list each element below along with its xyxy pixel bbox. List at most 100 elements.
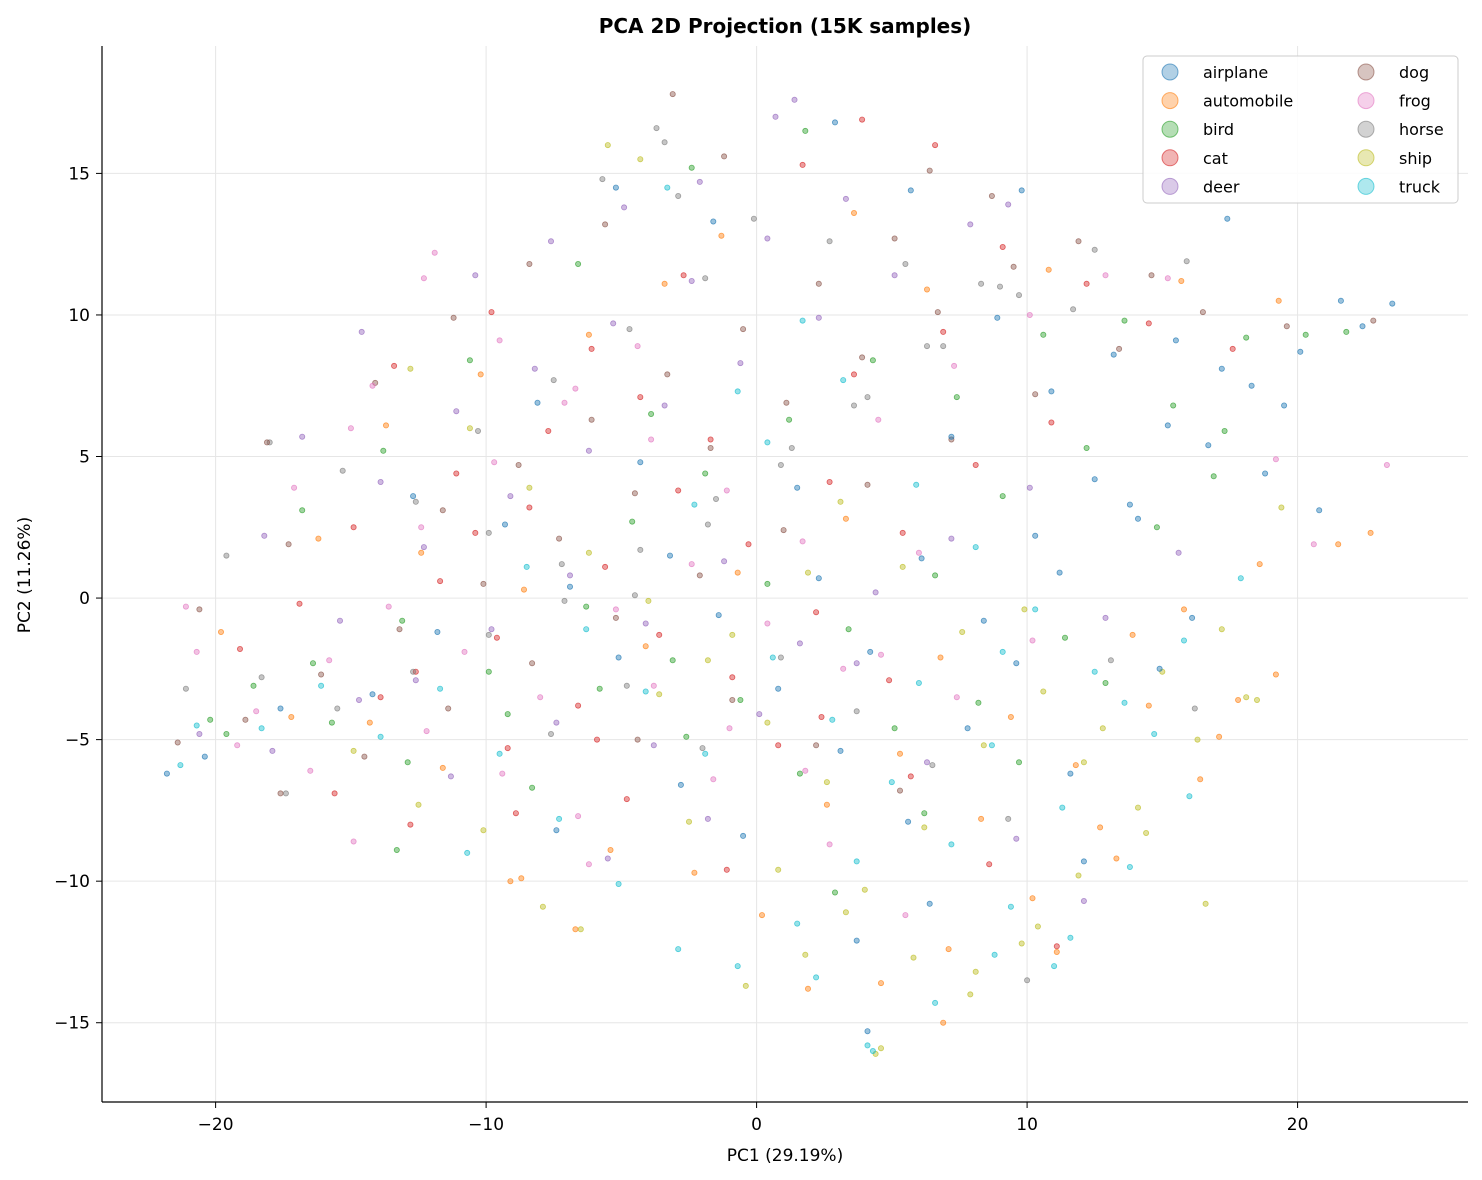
scatter-point-ship	[1278, 504, 1285, 511]
scatter-point-ship	[604, 142, 611, 149]
scatter-point-bird	[1153, 524, 1160, 531]
scatter-point-truck	[794, 920, 801, 927]
scatter-point-airplane	[637, 459, 644, 466]
scatter-point-dog	[263, 439, 270, 446]
scatter-point-horse	[410, 668, 417, 675]
scatter-point-airplane	[1337, 297, 1344, 304]
legend-marker-cat	[1161, 149, 1179, 167]
scatter-point-cat	[637, 394, 644, 401]
legend-marker-deer	[1161, 177, 1179, 195]
scatter-point-airplane	[677, 781, 684, 788]
scatter-point-ship	[1034, 923, 1041, 930]
scatter-point-airplane	[1135, 515, 1142, 522]
scatter-point-ship	[959, 629, 966, 636]
scatter-point-cat	[407, 821, 414, 828]
x-tick-label: 20	[1287, 1115, 1309, 1135]
scatter-point-truck	[258, 725, 265, 732]
scatter-point-cat	[437, 578, 444, 585]
scatter-point-bird	[1083, 444, 1090, 451]
legend-label-truck: truck	[1399, 177, 1441, 196]
legend-label-automobile: automobile	[1203, 92, 1293, 111]
scatter-point-deer	[842, 195, 849, 202]
scatter-point-ship	[415, 801, 422, 808]
scatter-point-automobile	[477, 371, 484, 378]
scatter-point-airplane	[1018, 187, 1025, 194]
scatter-point-airplane	[794, 484, 801, 491]
scatter-point-dog	[174, 739, 181, 746]
scatter-point-horse	[978, 280, 985, 287]
scatter-point-truck	[734, 963, 741, 970]
scatter-point-frog	[878, 651, 885, 658]
scatter-point-frog	[688, 561, 695, 568]
scatter-point-frog	[491, 459, 498, 466]
scatter-point-deer	[472, 272, 479, 279]
scatter-point-airplane	[1189, 614, 1196, 621]
scatter-point-deer	[704, 815, 711, 822]
scatter-point-frog	[875, 416, 882, 423]
scatter-point-horse	[902, 260, 909, 267]
scatter-point-dog	[669, 91, 676, 98]
scatter-point-automobile	[1113, 855, 1120, 862]
scatter-point-automobile	[217, 629, 224, 636]
scatter-point-deer	[355, 697, 362, 704]
scatter-point-horse	[474, 427, 481, 434]
x-tick-label: 0	[751, 1115, 762, 1135]
scatter-point-cat	[472, 529, 479, 536]
scatter-point-frog	[902, 912, 909, 919]
scatter-point-horse	[623, 682, 630, 689]
scatter-point-horse	[864, 394, 871, 401]
y-tick-label: 15	[68, 164, 90, 184]
scatter-point-frog	[347, 425, 354, 432]
scatter-point-deer	[1080, 898, 1087, 905]
scatter-point-airplane	[1359, 323, 1366, 330]
scatter-point-dog	[988, 192, 995, 199]
scatter-point-bird	[404, 759, 411, 766]
scatter-point-dog	[721, 153, 728, 160]
scatter-point-deer	[358, 328, 365, 335]
scatter-point-ship	[878, 1045, 885, 1052]
scatter-point-bird	[845, 626, 852, 633]
scatter-point-ship	[1143, 830, 1150, 837]
scatter-point-horse	[826, 238, 833, 245]
scatter-point-cat	[680, 272, 687, 279]
scatter-point-automobile	[823, 801, 830, 808]
scatter-point-truck	[1237, 575, 1244, 582]
legend-marker-dog	[1357, 63, 1375, 81]
scatter-point-cat	[859, 116, 866, 123]
y-tick-label: 0	[79, 589, 90, 609]
scatter-point-bird	[575, 260, 582, 267]
scatter-point-truck	[769, 654, 776, 661]
scatter-point-deer	[531, 365, 538, 372]
scatter-point-truck	[888, 779, 895, 786]
scatter-point-frog	[369, 382, 376, 389]
scatter-point-automobile	[1181, 606, 1188, 613]
scatter-point-horse	[412, 498, 419, 505]
scatter-point-automobile	[978, 815, 985, 822]
scatter-point-airplane	[201, 753, 208, 760]
scatter-point-deer	[1026, 484, 1033, 491]
scatter-point-frog	[291, 484, 298, 491]
scatter-point-bird	[1302, 331, 1309, 338]
scatter-point-truck	[869, 1048, 876, 1055]
scatter-point-airplane	[907, 187, 914, 194]
scatter-point-frog	[612, 606, 619, 613]
scatter-point-automobile	[1045, 266, 1052, 273]
scatter-point-bird	[504, 711, 511, 718]
scatter-point-automobile	[521, 586, 528, 593]
scatter-point-frog	[915, 549, 922, 556]
scatter-point-automobile	[1129, 631, 1136, 638]
scatter-point-frog	[726, 725, 733, 732]
scatter-point-automobile	[607, 847, 614, 854]
scatter-point-cat	[1145, 320, 1152, 327]
scatter-point-dog	[1199, 309, 1206, 316]
scatter-point-automobile	[585, 331, 592, 338]
scatter-point-bird	[648, 410, 655, 417]
scatter-point-deer	[688, 277, 695, 284]
scatter-point-deer	[737, 360, 744, 367]
scatter-point-bird	[1210, 473, 1217, 480]
scatter-point-ship	[480, 827, 487, 834]
scatter-point-dog	[696, 572, 703, 579]
scatter-point-bird	[466, 357, 473, 364]
scatter-point-horse	[997, 283, 1004, 290]
scatter-point-ship	[1202, 900, 1209, 907]
